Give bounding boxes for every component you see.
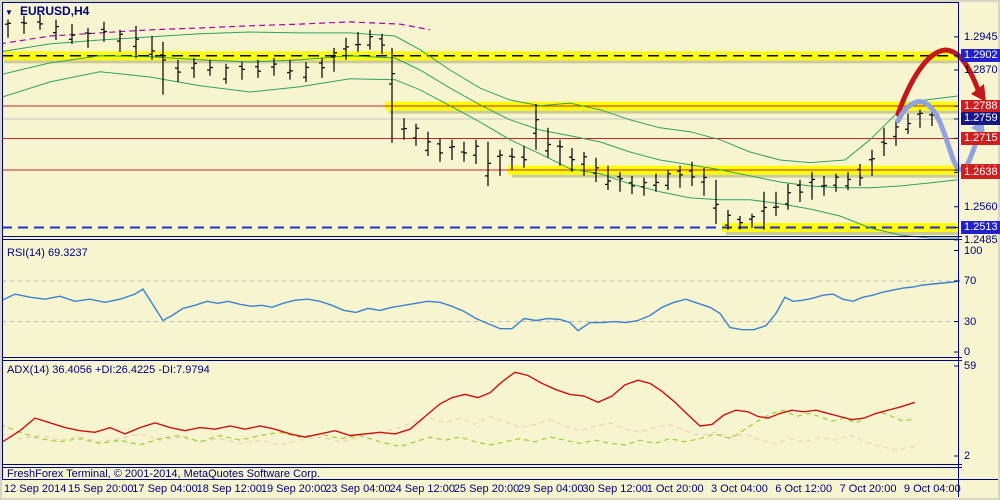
time-label: 9 Oct 04:00 bbox=[903, 483, 961, 495]
price-axis-label: 1.2945 bbox=[964, 30, 998, 43]
rsi-indicator-label: RSI(14) 69.3237 bbox=[7, 247, 88, 259]
highlight-band-shadow bbox=[389, 110, 958, 114]
time-label: 17 Sep 04:00 bbox=[132, 483, 198, 495]
price-axis-label: 1.2485 bbox=[964, 233, 998, 246]
time-label: 23 Sep 04:00 bbox=[325, 483, 391, 495]
price-axis-label: 1.2560 bbox=[964, 200, 998, 213]
time-label: 15 Sep 20:00 bbox=[68, 483, 134, 495]
time-label: 1 Oct 20:00 bbox=[646, 483, 704, 495]
rsi-line bbox=[0, 280, 961, 332]
adx-line bbox=[0, 371, 916, 444]
rsi-axis-label: 30 bbox=[964, 315, 977, 328]
rsi-axis-label: 70 bbox=[964, 274, 977, 287]
time-label: 12 Sep 2014 bbox=[4, 483, 67, 495]
time-label: 30 Sep 12:00 bbox=[582, 483, 648, 495]
red-down-arrow bbox=[895, 47, 982, 117]
rsi-axis-label: 0 bbox=[964, 346, 971, 358]
time-label: 19 Sep 20:00 bbox=[260, 483, 327, 495]
price-badge: 1.2715 bbox=[961, 131, 1000, 145]
symbol-timeframe-label: EURUSD,H4 bbox=[20, 4, 90, 18]
plus-di-line bbox=[0, 409, 916, 448]
adx-axis-label: 2 bbox=[964, 450, 971, 462]
time-label: 29 Sep 04:00 bbox=[518, 483, 584, 495]
copyright-text: FreshForex Terminal, © 2001-2014, MetaQu… bbox=[7, 468, 320, 480]
time-label: 3 Oct 04:00 bbox=[711, 483, 768, 495]
ma-dashed-line bbox=[0, 21, 431, 45]
price-badge: 1.2788 bbox=[961, 99, 1000, 113]
bollinger-lower bbox=[0, 71, 958, 239]
bollinger-upper bbox=[0, 31, 959, 164]
adx-indicator-label: ADX(14) 36.4056 +DI:26.4225 -DI:7.9794 bbox=[7, 364, 210, 376]
bollinger-middle bbox=[0, 55, 959, 189]
adx-axis-label: 59 bbox=[964, 360, 977, 372]
blue-up-arrow bbox=[895, 99, 983, 172]
minus-di-line bbox=[0, 415, 916, 451]
symbol-dropdown-icon[interactable]: ▼ bbox=[5, 8, 13, 17]
price-badge: 1.2638 bbox=[961, 165, 1000, 179]
red-down-arrow-head bbox=[971, 84, 986, 102]
time-label: 24 Sep 12:00 bbox=[389, 483, 455, 495]
price-badge: 1.2902 bbox=[961, 49, 1000, 63]
time-label: 6 Oct 12:00 bbox=[775, 483, 833, 495]
price-axis-label: 1.2870 bbox=[964, 63, 998, 76]
highlight-band-shadow bbox=[4, 60, 958, 64]
highlight-band-shadow bbox=[726, 231, 958, 235]
highlight-band-shadow bbox=[512, 174, 958, 178]
time-label: 7 Oct 20:00 bbox=[839, 483, 897, 495]
rsi-axis-label: 100 bbox=[964, 244, 983, 257]
time-label: 18 Sep 12:00 bbox=[196, 483, 263, 495]
time-label: 25 Sep 20:00 bbox=[453, 483, 520, 495]
price-badge: 1.2759 bbox=[961, 112, 1000, 126]
price-badge: 1.2513 bbox=[961, 220, 1000, 234]
